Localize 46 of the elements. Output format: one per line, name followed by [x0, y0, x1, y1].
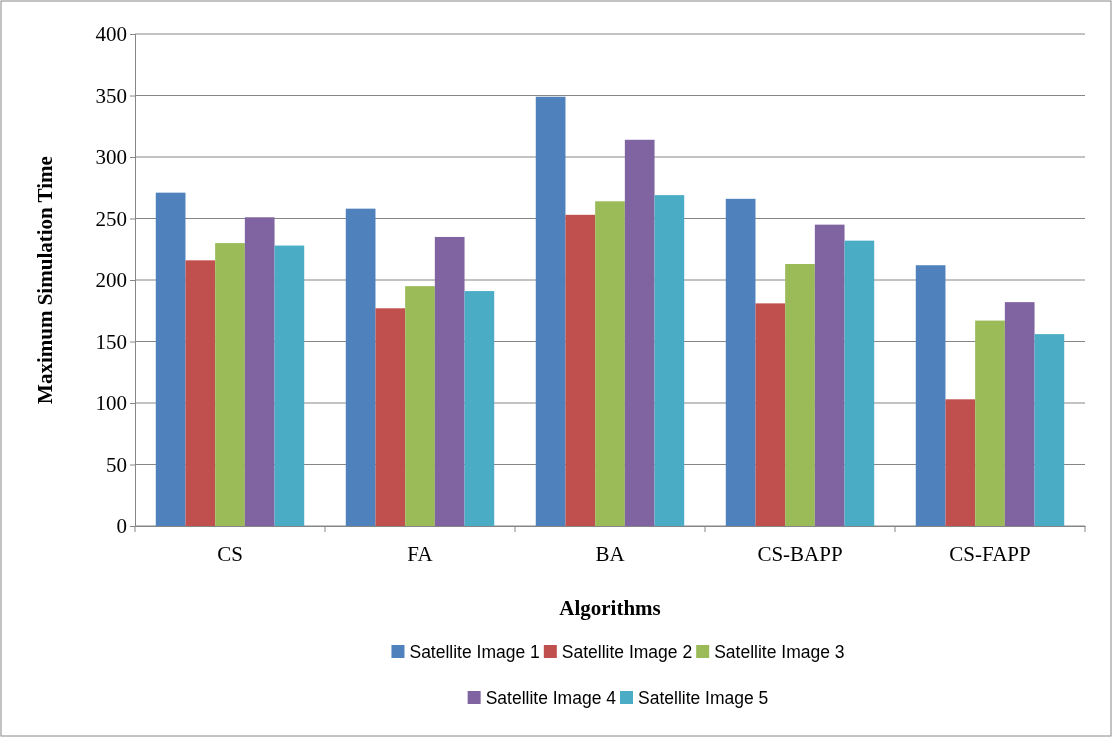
y-tick-label: 50: [106, 452, 127, 477]
x-tick-label: BA: [595, 541, 626, 566]
y-tick-label: 250: [95, 206, 127, 231]
y-axis-title: Maximum Simulation Time: [33, 156, 57, 404]
bar: [945, 399, 976, 526]
bar: [1004, 302, 1035, 526]
legend-label: Satellite Image 1: [409, 642, 540, 662]
legend-label: Satellite Image 3: [714, 642, 845, 662]
bar: [654, 195, 685, 526]
x-tick-label: CS-FAPP: [949, 541, 1031, 566]
bar: [844, 240, 875, 526]
bar: [274, 245, 305, 526]
y-tick-label: 150: [95, 329, 127, 354]
bar: [915, 265, 946, 526]
legend-label: Satellite Image 4: [485, 688, 617, 708]
bar: [185, 260, 216, 526]
bar: [375, 308, 406, 526]
x-axis-title: Algorithms: [559, 596, 661, 620]
x-tick-label: FA: [407, 541, 434, 566]
bar: [975, 320, 1005, 526]
bar: [535, 96, 566, 526]
legend-label: Satellite Image 2: [561, 642, 693, 662]
bar: [434, 236, 465, 526]
bar: [785, 264, 815, 526]
bar: [155, 192, 186, 526]
bar: [464, 291, 495, 526]
bar: [565, 214, 596, 526]
x-tick-label: CS-BAPP: [757, 541, 843, 566]
y-tick-label: 350: [95, 83, 127, 108]
bar: [814, 224, 845, 526]
y-tick-label: 100: [95, 391, 127, 416]
y-tick-label: 0: [116, 514, 127, 539]
bar: [1034, 334, 1065, 526]
bar: [595, 201, 625, 526]
bar: [725, 198, 756, 526]
bar: [755, 303, 786, 526]
bar: [624, 139, 655, 526]
bar: [405, 286, 435, 526]
y-tick-label: 200: [95, 268, 127, 293]
x-tick-label: CS: [217, 541, 243, 566]
bar: [345, 208, 376, 526]
legend-label: Satellite Image 5: [638, 688, 769, 708]
y-tick-label: 400: [95, 22, 127, 47]
y-tick-label: 300: [95, 145, 127, 170]
bar: [244, 217, 275, 526]
bar: [215, 243, 245, 526]
